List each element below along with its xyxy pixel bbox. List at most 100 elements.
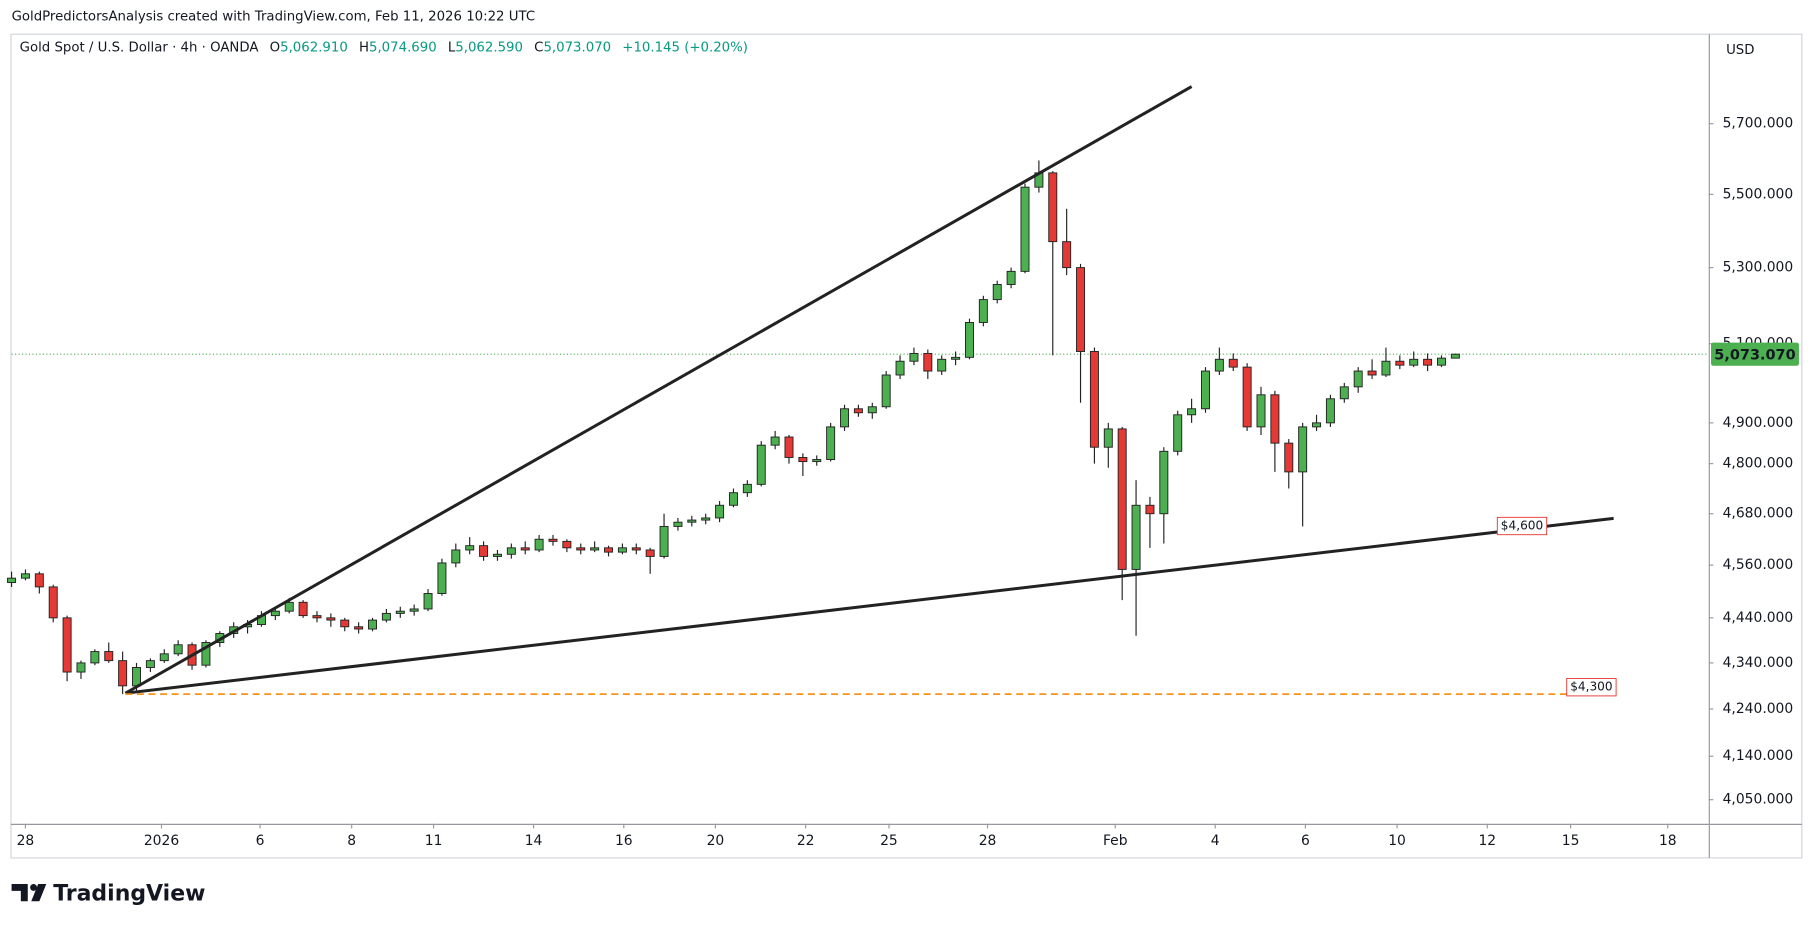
candle-body	[395, 610, 405, 614]
candle-body	[7, 577, 17, 583]
candle-body	[881, 374, 891, 408]
candle-body	[604, 547, 614, 553]
legend-key: L	[448, 41, 456, 56]
candle-body	[20, 573, 30, 579]
candle-body	[145, 660, 155, 668]
y-tick-label: 5,300.000	[1723, 260, 1794, 276]
candle-body	[284, 601, 294, 612]
x-tick-label: 20	[707, 833, 725, 849]
candle-body	[520, 547, 530, 551]
candle-body	[1076, 267, 1086, 352]
candle-body	[1117, 428, 1127, 570]
candle-body	[1423, 358, 1433, 366]
x-tick-label: 2026	[144, 833, 179, 849]
trend-line	[124, 85, 1193, 695]
drawing-label-box	[1496, 516, 1548, 536]
candle-body	[1256, 394, 1266, 428]
candle-body	[659, 525, 669, 557]
candle-body	[368, 619, 378, 630]
candle-body	[770, 436, 780, 446]
x-tick-label: 28	[17, 833, 35, 849]
candle-body	[1020, 186, 1030, 272]
candle-body	[909, 352, 919, 362]
candle-body	[853, 408, 863, 414]
drawing-label-text: $4,300	[1570, 680, 1612, 694]
candle-body	[118, 660, 128, 687]
candle-body	[1159, 450, 1169, 515]
currency: USD	[1726, 43, 1754, 58]
candle-body	[270, 610, 280, 617]
candle-body	[1242, 366, 1252, 428]
candle-body	[756, 444, 766, 485]
trend-line	[125, 516, 1614, 695]
candle-body	[1048, 172, 1058, 243]
logo-mark	[31, 883, 47, 902]
y-tick-label: 4,680.000	[1723, 506, 1794, 522]
x-tick-label: 25	[880, 833, 898, 849]
candle-body	[1228, 358, 1238, 368]
candle-body	[1214, 358, 1224, 372]
candle-body	[409, 608, 419, 612]
legend-title: Gold Spot / U.S. Dollar · 4h · OANDA	[20, 41, 259, 56]
x-tick-label: 6	[1301, 833, 1310, 849]
candle-body	[465, 545, 475, 551]
candle-body	[48, 586, 58, 619]
candle-body	[784, 436, 794, 458]
candle-body	[645, 549, 655, 557]
candle-body	[1173, 414, 1183, 452]
legend-value: 5,073.070	[543, 41, 611, 56]
x-tick-label: 6	[256, 833, 265, 849]
candle-body	[1353, 370, 1363, 388]
candle-body	[1381, 360, 1391, 376]
candle-body	[312, 615, 322, 619]
candle-body	[840, 408, 850, 428]
candle-body	[62, 617, 72, 673]
candle-body	[1062, 241, 1072, 269]
logo: TradingView	[11, 881, 205, 906]
candle-body	[534, 538, 544, 551]
drawing-label: $4,600	[1496, 516, 1548, 536]
x-tick-label: 28	[979, 833, 997, 849]
candle-body	[673, 521, 683, 527]
candle-body	[34, 573, 44, 588]
candle-body	[687, 519, 697, 523]
x-tick-label: 8	[347, 833, 356, 849]
candle-body	[1187, 408, 1197, 416]
last-price-label: 5,073.070	[1714, 347, 1795, 363]
candle-body	[798, 456, 808, 463]
candle-body	[978, 299, 988, 323]
legend: Gold Spot / U.S. Dollar · 4h · OANDA O5,…	[20, 41, 748, 56]
legend-value: 5,062.590	[455, 41, 523, 56]
candle-body	[201, 642, 211, 666]
candle-body	[812, 459, 822, 463]
candle-body	[701, 517, 711, 521]
candle-body	[1131, 504, 1141, 570]
candle-body	[576, 547, 586, 551]
candle-body	[1145, 504, 1155, 515]
x-tick-label: 4	[1211, 833, 1220, 849]
x-tick-label: 11	[425, 833, 443, 849]
candle-body	[1367, 370, 1377, 376]
x-tick-label: 10	[1388, 833, 1406, 849]
candle-body	[354, 626, 364, 630]
candle-body	[1450, 353, 1460, 359]
candle-body	[159, 653, 169, 662]
candle-body	[1103, 428, 1113, 448]
last-price-box	[1711, 342, 1799, 366]
y-tick-label: 4,800.000	[1723, 456, 1794, 472]
candle-body	[951, 356, 961, 360]
plot-area: $4,600 $4,300	[7, 85, 1709, 697]
candle-body	[506, 547, 516, 555]
x-tick-label: 22	[797, 833, 815, 849]
candle-body	[104, 651, 114, 662]
candle-body	[1312, 422, 1322, 428]
candle-body	[1409, 358, 1419, 366]
candle-body	[298, 601, 308, 617]
x-tick-label: 12	[1478, 833, 1496, 849]
candle-body	[1325, 398, 1335, 424]
candle-body	[451, 549, 461, 564]
x-tick-label: 18	[1659, 833, 1677, 849]
candle-body	[923, 352, 933, 372]
